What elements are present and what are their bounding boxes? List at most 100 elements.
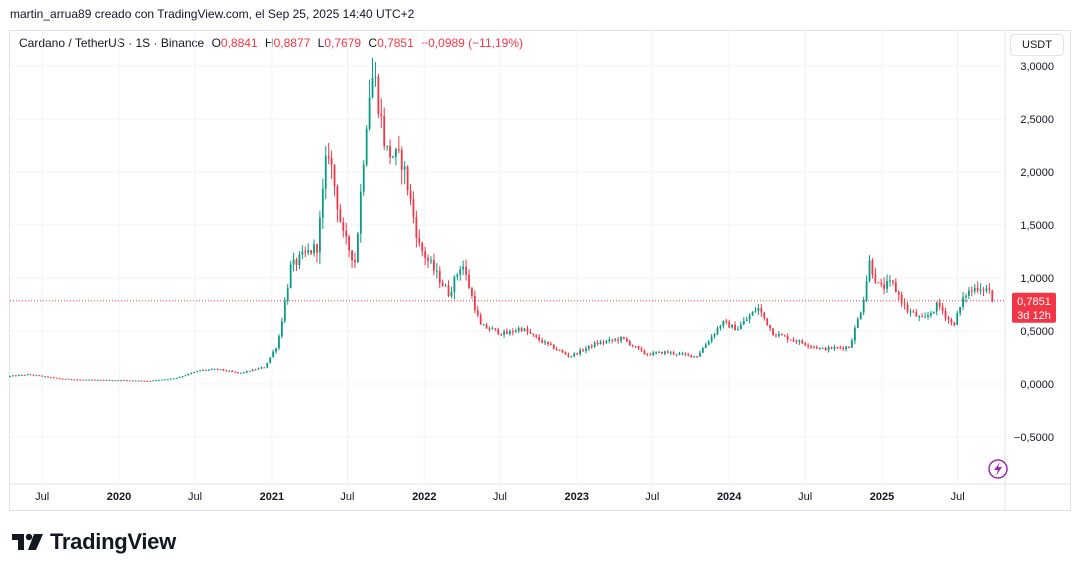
candle: [661, 351, 663, 355]
time-axis: Jul 2020 Jul 2021 Jul 2022 Jul 2023 Jul 2024 Jul 20…: [35, 491, 965, 503]
candle: [365, 125, 368, 167]
tradingview-logo: TradingView: [12, 529, 176, 555]
candle: [35, 374, 38, 377]
candle: [357, 231, 359, 264]
x-tick-label: 2025: [870, 491, 894, 503]
candle: [567, 352, 570, 358]
x-tick-label: Jul: [493, 491, 507, 503]
candle: [158, 379, 160, 381]
currency-unit-label: USDT: [1022, 39, 1052, 51]
candle: [728, 319, 731, 328]
candle: [462, 260, 465, 275]
candle: [421, 241, 424, 257]
candle: [640, 346, 643, 353]
candle: [649, 352, 652, 356]
candle: [23, 374, 26, 376]
candle: [924, 312, 926, 318]
candle: [283, 297, 286, 324]
candle: [368, 79, 371, 131]
candle: [959, 306, 962, 317]
last-price-value: 0,7851: [1017, 296, 1051, 308]
candle: [117, 380, 120, 382]
candle: [611, 338, 614, 344]
candle: [906, 302, 909, 314]
currency-unit-button[interactable]: USDT: [1010, 34, 1064, 56]
candle: [976, 281, 979, 294]
candle: [596, 339, 599, 346]
candle: [590, 343, 593, 350]
candle: [968, 287, 970, 300]
candle: [392, 155, 394, 159]
candle: [397, 135, 400, 154]
candle: [216, 368, 219, 371]
candle: [602, 339, 605, 346]
candle: [514, 328, 517, 333]
candle: [930, 310, 932, 318]
y-tick-label: 1,0000: [1020, 273, 1054, 285]
candle: [400, 146, 403, 185]
candle: [897, 290, 900, 301]
candle: [351, 250, 353, 269]
candle: [204, 369, 207, 371]
candle: [856, 317, 859, 328]
candle: [213, 368, 216, 370]
candle: [932, 311, 935, 315]
candle: [272, 349, 275, 358]
candle: [14, 374, 17, 377]
candle: [441, 279, 444, 287]
lightning-icon[interactable]: [988, 459, 1008, 479]
candle: [704, 342, 707, 349]
candle: [58, 377, 61, 380]
candle: [506, 328, 508, 335]
candle: [140, 380, 143, 382]
candle: [938, 298, 941, 311]
candle: [839, 345, 842, 350]
candle: [900, 291, 903, 308]
candle: [245, 370, 248, 374]
candle: [143, 380, 146, 382]
candle: [187, 373, 190, 376]
candle: [225, 369, 228, 372]
candle: [485, 322, 488, 329]
candle: [944, 307, 947, 322]
chart-grid: [10, 31, 1070, 511]
candle: [190, 372, 193, 375]
last-price-label: 0,7851 3d 12h: [1012, 292, 1056, 323]
candle: [962, 292, 964, 310]
candle: [821, 347, 824, 349]
x-tick-label: Jul: [188, 491, 202, 503]
candle: [894, 278, 897, 293]
candle: [535, 334, 538, 339]
candle: [105, 379, 108, 381]
candle: [99, 379, 102, 381]
candle: [181, 375, 184, 378]
candle: [763, 312, 766, 321]
candle: [149, 380, 152, 382]
candle: [605, 339, 608, 345]
candle: [517, 326, 520, 334]
candle: [210, 368, 213, 371]
candle: [389, 139, 391, 165]
candle: [777, 331, 780, 338]
candle: [865, 275, 868, 303]
symbol-description[interactable]: Cardano / TetherUS · 1S · Binance: [19, 36, 205, 50]
x-tick-label: 2020: [107, 491, 131, 503]
candle: [193, 371, 196, 374]
candle: [836, 346, 839, 350]
open-value: 0,8841: [220, 36, 258, 50]
brand-name: TradingView: [50, 529, 176, 554]
candle: [427, 254, 429, 269]
y-tick-label: 3,0000: [1020, 61, 1054, 73]
candle: [719, 324, 722, 331]
candle: [614, 337, 617, 342]
change-value: −0,0989 (−11,19%): [421, 36, 523, 50]
candle: [643, 349, 646, 355]
x-tick-label: 2022: [412, 491, 436, 503]
candle: [915, 309, 918, 317]
high-label: H: [264, 36, 274, 50]
x-tick-label: Jul: [35, 491, 49, 503]
candle: [166, 379, 169, 381]
candle: [935, 301, 938, 316]
candle: [991, 289, 994, 303]
